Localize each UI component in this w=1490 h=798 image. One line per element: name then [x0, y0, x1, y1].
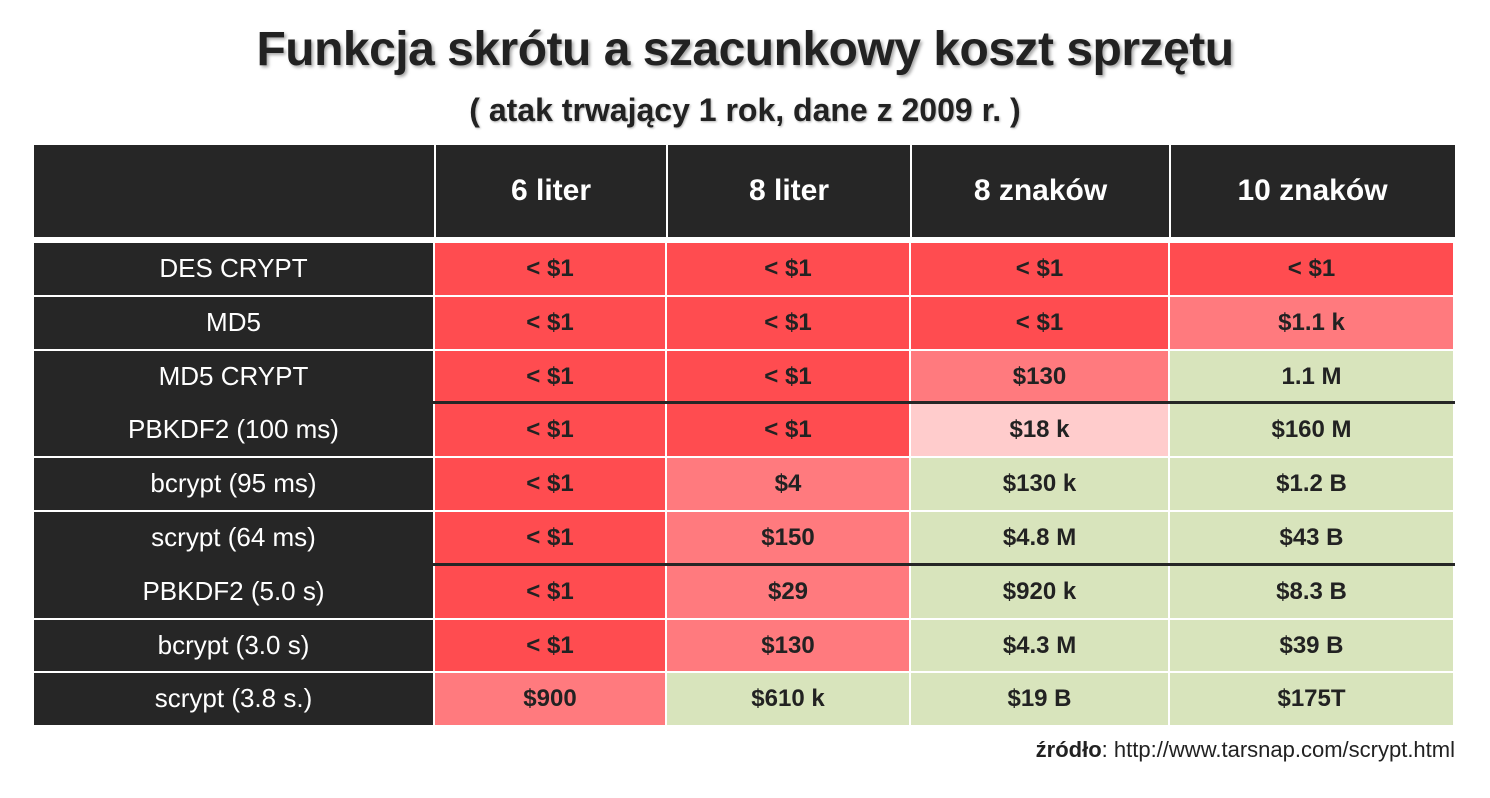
chart-subtitle: ( atak trwający 1 rok, dane z 2009 r. ) — [469, 92, 1021, 128]
header-divider — [434, 145, 436, 237]
table-cell: $4.8 M — [911, 512, 1168, 564]
header-divider — [1169, 145, 1171, 237]
table-cell: < $1 — [667, 350, 909, 403]
row-label: bcrypt (95 ms) — [34, 458, 433, 510]
table-cell: < $1 — [667, 243, 909, 295]
column-header: 8 znaków — [973, 174, 1108, 207]
table-cell: $130 — [911, 350, 1168, 403]
table-cell: $8.3 B — [1170, 565, 1453, 618]
row-label: bcrypt (3.0 s) — [34, 619, 433, 672]
table-cell: $160 M — [1170, 404, 1453, 457]
table-cell: < $1 — [435, 512, 665, 564]
table-cell: $43 B — [1170, 512, 1453, 564]
row-label: MD5 CRYPT — [34, 350, 433, 403]
table-cell: 1.1 M — [1170, 350, 1453, 403]
table-cell: < $1 — [435, 243, 665, 295]
table-cell: < $1 — [435, 619, 665, 672]
cost-table: 6 liter 8 liter 8 znaków 10 znaków DES CRYPT… — [34, 145, 1455, 726]
table-cell: $150 — [667, 512, 909, 564]
table-cell: < $1 — [911, 296, 1168, 349]
table-cell: $4 — [667, 458, 909, 510]
row-label: scrypt (64 ms) — [34, 512, 433, 564]
header-rule — [34, 238, 1455, 242]
table-cell: < $1 — [667, 404, 909, 457]
source-url[interactable]: http://www.tarsnap.com/scrypt.html — [1113, 737, 1455, 762]
row-label: DES CRYPT — [34, 243, 433, 295]
table-cell: $130 k — [911, 458, 1168, 510]
table-cell: $1.2 B — [1170, 458, 1453, 510]
column-header: 10 znaków — [1237, 174, 1388, 207]
table-cell: < $1 — [435, 404, 665, 457]
source-label: źródło — [1035, 737, 1102, 762]
table-cell: $130 — [667, 619, 909, 672]
table-cell: $4.3 M — [911, 619, 1168, 672]
table-cell: $39 B — [1170, 619, 1453, 672]
table-header — [34, 145, 1455, 237]
row-label: PBKDF2 (100 ms) — [34, 404, 433, 457]
table-cell: < $1 — [667, 296, 909, 349]
table-cell: < $1 — [1170, 243, 1453, 295]
source-note: źródło: http://www.tarsnap.com/scrypt.ht… — [1036, 737, 1455, 763]
table-cell: < $1 — [435, 350, 665, 403]
column-header: 8 liter — [748, 174, 830, 207]
table-cell: $175T — [1170, 673, 1453, 726]
group-divider — [34, 562, 1455, 566]
table-cell: $610 k — [667, 673, 909, 726]
group-divider — [34, 401, 1455, 405]
table-cell: $29 — [667, 565, 909, 618]
table-cell: $19 B — [911, 673, 1168, 726]
header-divider — [666, 145, 668, 237]
chart-title: Funkcja skrótu a szacunkowy koszt sprzęt… — [256, 23, 1234, 76]
row-label: MD5 — [34, 296, 433, 349]
table-cell: $900 — [435, 673, 665, 726]
table-cell: < $1 — [911, 243, 1168, 295]
header-divider — [910, 145, 912, 237]
table-cell: $1.1 k — [1170, 296, 1453, 349]
row-label: scrypt (3.8 s.) — [34, 673, 433, 726]
table-cell: $18 k — [911, 404, 1168, 457]
table-cell: < $1 — [435, 458, 665, 510]
table-cell: $920 k — [911, 565, 1168, 618]
table-cell: < $1 — [435, 565, 665, 618]
table-cell: < $1 — [435, 296, 665, 349]
source-separator: : — [1101, 737, 1114, 762]
column-header: 6 liter — [510, 174, 592, 207]
row-label: PBKDF2 (5.0 s) — [34, 565, 433, 618]
